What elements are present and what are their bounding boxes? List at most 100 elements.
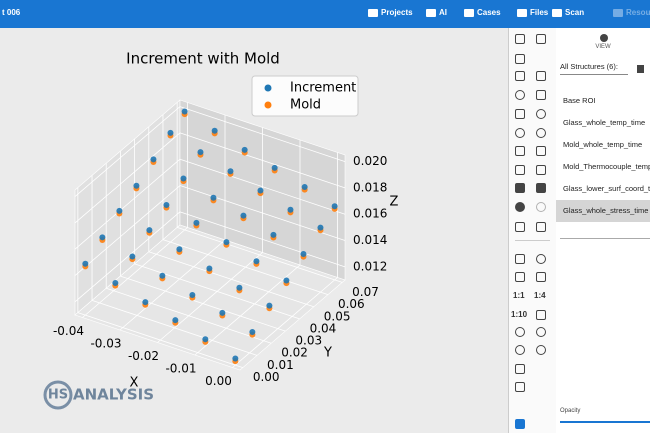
grid-line: [77, 312, 243, 368]
tool-icon[interactable]: [515, 345, 525, 355]
delete-icon[interactable]: [637, 65, 644, 73]
grid-line: [177, 227, 343, 283]
grid-line: [120, 275, 286, 332]
point: [211, 127, 218, 134]
nav-item[interactable]: Files: [530, 8, 549, 17]
grid-line: [91, 300, 258, 356]
tool-icon[interactable]: [515, 34, 525, 44]
chart-title: Increment with Mold: [126, 50, 280, 68]
point: [116, 207, 123, 214]
tool-icon[interactable]: [515, 128, 525, 138]
z-tick-label: 0.012: [353, 259, 387, 273]
grid-line: [157, 252, 263, 343]
save-icon[interactable]: [515, 419, 525, 429]
tool-icon[interactable]: [515, 146, 525, 156]
view-icon: [600, 34, 608, 42]
point: [159, 272, 166, 279]
y-tick-label: 0.07: [352, 285, 379, 299]
tool-icon[interactable]: [515, 71, 525, 81]
point: [112, 279, 119, 286]
tool-icon[interactable]: [536, 165, 546, 175]
zoom-button[interactable]: 1:10: [511, 310, 528, 319]
tool-icon[interactable]: [536, 345, 546, 355]
tool-icon[interactable]: [515, 254, 525, 264]
tool-icon[interactable]: [536, 71, 546, 81]
point: [232, 355, 239, 362]
tool-icon[interactable]: [536, 222, 546, 232]
tool-icon[interactable]: [536, 254, 546, 264]
tool-icon[interactable]: [515, 272, 525, 282]
opacity-label: Opacity: [560, 408, 581, 414]
structure-item[interactable]: Glass_whole_temp_time: [563, 118, 646, 127]
y-tick-label: 0.03: [295, 334, 322, 348]
grid-line: [74, 106, 181, 197]
structure-filter[interactable]: All Structures (6):: [560, 62, 618, 71]
zoom-button[interactable]: 1:4: [534, 291, 546, 300]
nav-item[interactable]: Scan: [565, 8, 585, 17]
tool-icon[interactable]: [515, 183, 525, 193]
tool-icon[interactable]: [515, 165, 525, 175]
tool-icon[interactable]: [536, 34, 546, 44]
x-tick-label: -0.02: [128, 349, 159, 363]
chart: Increment with Mold X Y Z HS ANALYSIS -0…: [0, 28, 508, 433]
point: [129, 253, 136, 260]
z-tick-label: 0.020: [353, 154, 387, 168]
tool-icon[interactable]: [515, 90, 525, 100]
structure-item[interactable]: Mold_Thermocouple_temp: [563, 162, 650, 171]
x-tick-label: 0.00: [205, 374, 232, 388]
nav-item[interactable]: Cases: [477, 8, 501, 17]
tool-icon[interactable]: [515, 382, 525, 392]
zoom-button[interactable]: 1:1: [513, 291, 525, 300]
grid-line: [148, 251, 314, 308]
tool-icon[interactable]: [536, 310, 546, 320]
tool-icon[interactable]: [536, 327, 546, 337]
legend-label: Increment: [290, 81, 356, 96]
point: [133, 182, 140, 189]
tool-icon[interactable]: [515, 109, 525, 119]
tool-icon[interactable]: [536, 272, 546, 282]
tool-icon[interactable]: [515, 364, 525, 374]
legend: Increment Mold: [251, 75, 359, 117]
point: [223, 239, 230, 246]
structure-item[interactable]: Glass_whole_stress_time: [556, 200, 650, 222]
grid-line: [82, 227, 188, 318]
point: [82, 260, 89, 267]
tool-icon[interactable]: [536, 202, 546, 212]
tool-icon[interactable]: [536, 109, 546, 119]
divider: [560, 238, 650, 239]
logo-text: ANALYSIS: [73, 386, 154, 404]
structure-item[interactable]: Base ROI: [563, 96, 596, 105]
point: [253, 258, 260, 265]
tool-icon[interactable]: [515, 327, 525, 337]
point: [271, 164, 278, 171]
grid-line: [74, 158, 181, 250]
toolbar: 1:1 1:4 1:10: [508, 28, 557, 433]
tool-icon[interactable]: [536, 128, 546, 138]
tool-icon[interactable]: [515, 54, 525, 64]
y-tick-label: 0.02: [281, 346, 308, 360]
grid-line: [232, 277, 338, 368]
tool-icon[interactable]: [515, 202, 525, 212]
point: [176, 246, 183, 253]
y-tick-label: 0.04: [310, 321, 337, 335]
point: [287, 206, 294, 213]
legend-marker: [264, 101, 272, 109]
point: [210, 194, 217, 201]
nav-item[interactable]: Projects: [381, 8, 413, 17]
opacity-slider[interactable]: [560, 421, 650, 423]
point: [181, 108, 188, 115]
point: [202, 336, 209, 343]
select-underline: [560, 74, 628, 75]
structure-item[interactable]: Glass_lower_surf_coord_t: [563, 184, 650, 193]
tool-icon[interactable]: [536, 146, 546, 156]
z-tick-label: 0.014: [353, 233, 387, 247]
tool-icon[interactable]: [515, 222, 525, 232]
tool-icon[interactable]: [536, 90, 546, 100]
nav-item[interactable]: Resou: [626, 8, 650, 17]
view-label[interactable]: VIEW: [595, 44, 611, 50]
tool-icon[interactable]: [536, 183, 546, 193]
grid-line: [162, 239, 329, 295]
point: [236, 284, 243, 291]
nav-item[interactable]: AI: [439, 8, 447, 17]
structure-item[interactable]: Mold_whole_temp_time: [563, 140, 643, 149]
